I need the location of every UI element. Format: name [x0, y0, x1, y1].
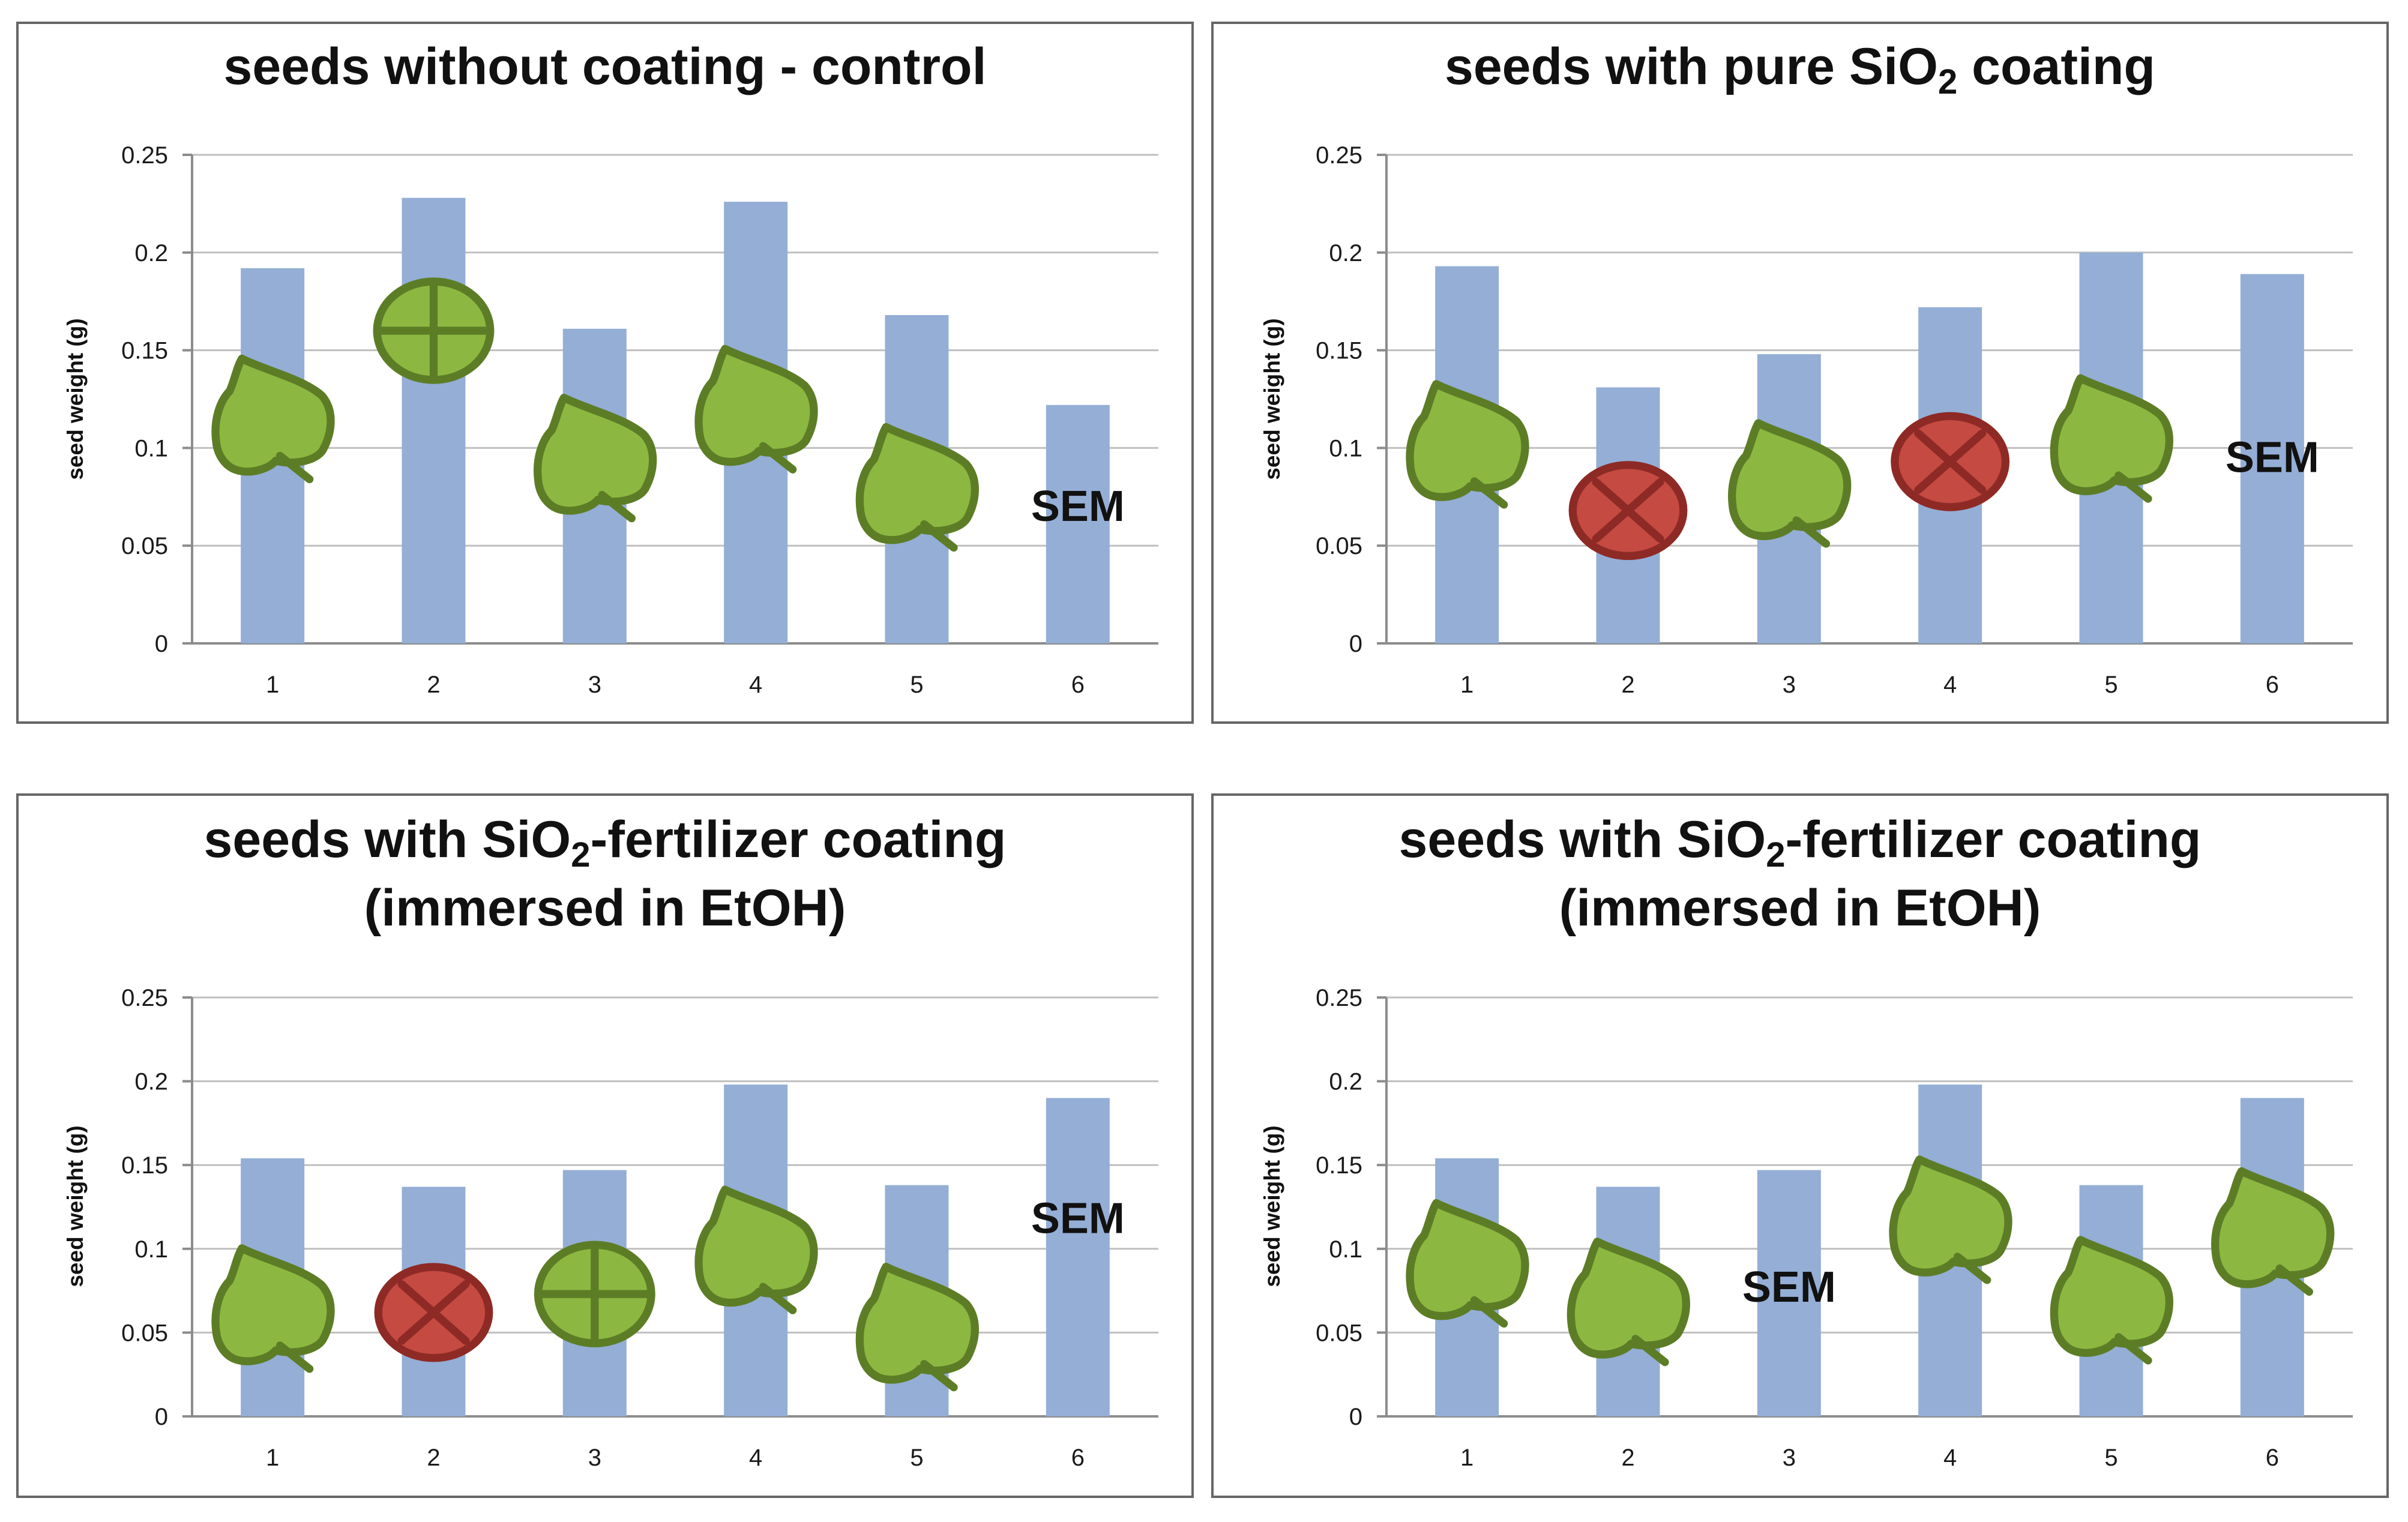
y-tick-label: 0.15: [1316, 1152, 1362, 1179]
x-tick-label: 1: [266, 1445, 279, 1471]
leaf-icon: [694, 344, 818, 474]
y-tick-label: 0: [155, 631, 168, 657]
y-tick-label: 0.2: [1329, 1069, 1362, 1095]
x-tick-label: 3: [1783, 672, 1796, 698]
y-tick-label: 0.05: [121, 1320, 168, 1346]
cross-circle-icon: [1568, 461, 1688, 561]
y-axis-label: seed weight (g): [63, 318, 88, 480]
leaf-icon: [1406, 380, 1529, 509]
y-tick-label: 0: [155, 1404, 168, 1430]
chart-panel-3: seeds with SiO2-fertilizer coating(immer…: [16, 793, 1194, 1498]
sem-annotation: SEM: [1742, 1263, 1836, 1311]
y-tick-label: 0.1: [1329, 1236, 1362, 1263]
x-tick-label: 1: [1460, 672, 1473, 698]
sem-annotation: SEM: [2226, 434, 2319, 482]
y-tick-label: 0.25: [1316, 142, 1362, 169]
chart-panel-4: seeds with SiO2-fertilizer coating(immer…: [1211, 793, 2389, 1498]
y-tick-label: 0.05: [1316, 533, 1362, 559]
bar: [1046, 405, 1110, 643]
y-tick-label: 0: [1349, 631, 1362, 657]
x-tick-label: 5: [910, 672, 923, 698]
x-tick-label: 2: [1621, 1445, 1634, 1471]
y-tick-label: 0.2: [1329, 240, 1362, 266]
y-tick-label: 0.15: [121, 338, 168, 364]
leaf-icon: [2050, 374, 2173, 503]
bar: [1757, 1170, 1821, 1416]
leaf-icon: [1728, 419, 1852, 548]
x-tick-label: 3: [1783, 1445, 1796, 1471]
leaf-icon: [2050, 1236, 2173, 1365]
y-tick-label: 0.25: [1316, 985, 1362, 1011]
sem-annotation: SEM: [1031, 483, 1125, 531]
x-tick-label: 5: [910, 1445, 923, 1471]
x-tick-label: 4: [1943, 672, 1957, 698]
x-tick-label: 6: [2266, 672, 2279, 698]
chart-title: seeds without coating - control: [224, 38, 987, 95]
y-tick-label: 0.1: [134, 435, 168, 462]
plus-circle-icon: [373, 277, 495, 384]
bar: [2240, 274, 2304, 644]
x-tick-label: 2: [427, 672, 440, 698]
x-tick-label: 4: [1943, 1445, 1957, 1471]
leaf-icon: [855, 1262, 979, 1392]
leaf-icon: [2211, 1167, 2335, 1296]
chart-title: (immersed in EtOH): [1559, 879, 2041, 937]
chart-title: (immersed in EtOH): [364, 879, 846, 937]
y-axis-label: seed weight (g): [63, 1125, 88, 1287]
chart-title: seeds with SiO2-fertilizer coating: [1399, 811, 2202, 874]
bar: [402, 197, 466, 644]
y-tick-label: 0: [1349, 1404, 1362, 1430]
y-tick-label: 0.1: [1329, 435, 1362, 462]
x-tick-label: 4: [749, 672, 762, 698]
chart-panel-1: seeds without coating - control 0 0.05 0.1 0…: [16, 22, 1194, 724]
y-tick-label: 0.15: [1316, 338, 1362, 364]
y-tick-label: 0.05: [1316, 1320, 1362, 1346]
x-tick-label: 6: [2266, 1445, 2279, 1471]
y-tick-label: 0.2: [134, 240, 168, 266]
y-axis-label: seed weight (g): [1260, 1125, 1284, 1287]
x-tick-label: 2: [1621, 672, 1634, 698]
y-tick-label: 0.2: [134, 1069, 168, 1095]
plus-circle-icon: [534, 1241, 655, 1347]
leaf-icon: [694, 1185, 818, 1314]
leaf-icon: [1406, 1199, 1529, 1328]
chart-title: seeds with SiO2-fertilizer coating: [204, 811, 1007, 874]
leaf-icon: [855, 423, 979, 552]
y-tick-label: 0.25: [121, 142, 168, 169]
y-tick-label: 0.15: [121, 1152, 168, 1179]
y-tick-label: 0.05: [121, 533, 168, 559]
cross-circle-icon: [1891, 412, 2010, 511]
leaf-icon: [211, 354, 335, 484]
chart-panel-2: seeds with pure SiO2 coating 0 0.05 0.1 0.15…: [1211, 22, 2389, 724]
leaf-icon: [534, 394, 657, 523]
cross-circle-icon: [374, 1263, 493, 1362]
x-tick-label: 6: [1071, 1445, 1085, 1471]
x-tick-label: 6: [1071, 672, 1085, 698]
x-tick-label: 1: [266, 672, 279, 698]
leaf-icon: [1567, 1238, 1690, 1367]
y-tick-label: 0.1: [134, 1236, 168, 1263]
x-tick-label: 1: [1460, 1445, 1473, 1471]
chart-title: seeds with pure SiO2 coating: [1445, 38, 2155, 101]
x-tick-label: 5: [2104, 672, 2118, 698]
x-tick-label: 3: [588, 672, 601, 698]
x-tick-label: 3: [588, 1445, 601, 1471]
x-tick-label: 5: [2104, 1445, 2118, 1471]
bar: [1046, 1098, 1110, 1416]
x-tick-label: 4: [749, 1445, 762, 1471]
leaf-icon: [211, 1244, 335, 1373]
sem-annotation: SEM: [1031, 1195, 1125, 1243]
x-tick-label: 2: [427, 1445, 440, 1471]
y-axis-label: seed weight (g): [1260, 318, 1284, 480]
leaf-icon: [1889, 1155, 2012, 1284]
y-tick-label: 0.25: [121, 985, 168, 1011]
